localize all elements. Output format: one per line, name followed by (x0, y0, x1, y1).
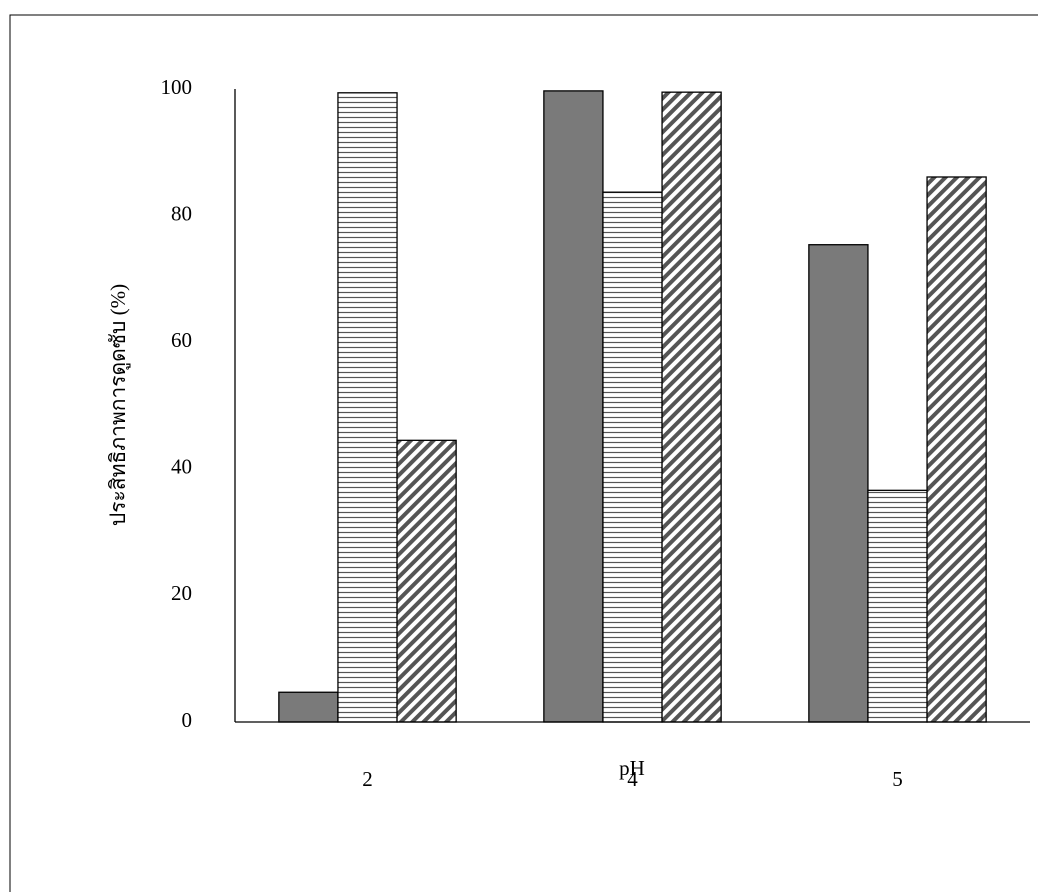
y-tick-label: 0 (182, 708, 193, 732)
y-tick-label: 80 (171, 201, 192, 225)
x-tick-label: 2 (362, 767, 373, 791)
y-tick-label: 100 (161, 75, 193, 99)
bar (544, 91, 603, 722)
chart-frame (10, 15, 1038, 892)
x-tick-label: 5 (892, 767, 903, 791)
bar (338, 93, 397, 722)
page: {"chart_data": {"type": "bar", "x_label"… (0, 0, 1038, 892)
bar (603, 192, 662, 722)
bar (279, 692, 338, 722)
bar (397, 440, 456, 722)
bar (927, 177, 986, 722)
bar (809, 245, 868, 722)
x-tick-label: 4 (627, 767, 638, 791)
bar (662, 92, 721, 722)
y-tick-label: 40 (171, 455, 192, 479)
y-tick-label: 60 (171, 328, 192, 352)
chart: pH ประสิทธิภาพการดูดซับ (%) 020406080100… (0, 0, 1038, 892)
y-tick-label: 20 (171, 581, 192, 605)
y-axis-label: ประสิทธิภาพการดูดซับ (%) (106, 284, 131, 526)
bar (868, 490, 927, 722)
